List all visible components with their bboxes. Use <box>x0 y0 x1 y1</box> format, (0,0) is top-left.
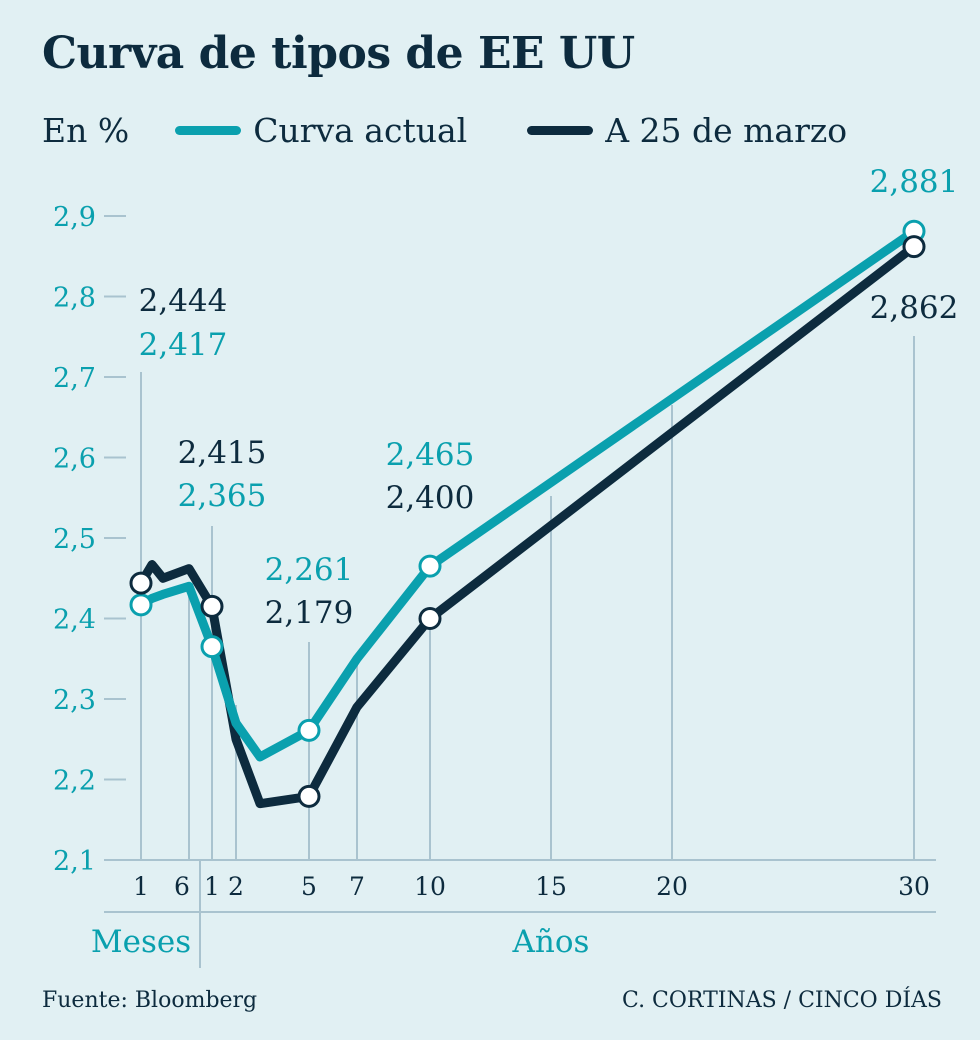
x-tick-label: 1 <box>204 872 220 901</box>
source-note: Fuente: Bloomberg <box>42 988 258 1013</box>
legend-label-marzo: A 25 de marzo <box>605 110 848 150</box>
x-tick-label: 10 <box>414 872 446 901</box>
data-point-actual <box>200 635 224 659</box>
data-label: 2,881 <box>870 164 959 200</box>
label-layer: 2,444 2,417 2,415 2,365 2,261 2,179 2,465 2,400… <box>139 164 959 631</box>
legend-swatch-marzo <box>527 125 594 135</box>
line-layer <box>136 226 919 809</box>
credit-note: C. CORTINAS / CINCO DÍAS <box>622 988 942 1013</box>
data-point-marzo <box>902 235 926 259</box>
series-line-actual <box>136 226 919 762</box>
data-label: 2,415 <box>178 435 267 471</box>
data-label: 2,465 <box>386 437 475 473</box>
unit-label: En % <box>42 110 130 150</box>
data-point-actual <box>418 554 442 578</box>
y-tick-label: 2,8 <box>53 283 96 314</box>
legend-swatch-actual <box>175 125 242 135</box>
x-tick-label: 5 <box>301 872 317 901</box>
y-tick-label: 2,1 <box>53 846 96 877</box>
data-point-marzo <box>200 594 224 618</box>
legend: En % Curva actual A 25 de marzo <box>42 108 907 152</box>
x-tick-label: 1 <box>133 872 149 901</box>
x-tick-label: 2 <box>228 872 244 901</box>
x-group-label: Meses <box>91 924 191 960</box>
data-label: 2,179 <box>265 595 354 631</box>
marker-layer <box>129 219 926 808</box>
legend-item-actual: Curva actual <box>175 111 467 150</box>
y-tick-label: 2,2 <box>53 766 96 797</box>
chart-title: Curva de tipos de EE UU <box>42 28 635 79</box>
data-label: 2,261 <box>265 552 354 588</box>
y-tick-label: 2,6 <box>53 444 96 475</box>
legend-item-marzo: A 25 de marzo <box>527 111 847 150</box>
x-group-label: Años <box>512 924 590 960</box>
data-label: 2,444 <box>139 283 228 319</box>
grid-layer <box>140 336 915 860</box>
x-tick-label: 30 <box>898 872 930 901</box>
x-tick-label: 7 <box>349 872 365 901</box>
data-label: 2,862 <box>870 290 959 326</box>
data-label: 2,400 <box>386 480 475 516</box>
data-point-actual <box>129 593 153 617</box>
x-tick-label: 6 <box>174 872 190 901</box>
data-point-actual <box>297 718 321 742</box>
data-point-marzo <box>418 607 442 630</box>
legend-label-actual: Curva actual <box>253 110 468 150</box>
y-tick-label: 2,5 <box>53 524 96 555</box>
axis-layer: 2,12,22,32,42,52,62,72,82,91 6 1 2 5 7 10 15 20 3… <box>53 202 936 968</box>
series-line-marzo <box>136 242 919 809</box>
data-point-marzo <box>129 571 153 595</box>
y-tick-label: 2,3 <box>53 685 96 716</box>
data-point-marzo <box>297 784 321 808</box>
x-tick-label: 15 <box>535 872 567 901</box>
data-label: 2,365 <box>178 478 267 514</box>
y-tick-label: 2,4 <box>53 605 96 636</box>
y-tick-label: 2,9 <box>53 202 96 233</box>
x-tick-label: 20 <box>656 872 688 901</box>
y-tick-label: 2,7 <box>53 363 96 394</box>
data-label: 2,417 <box>139 327 228 363</box>
